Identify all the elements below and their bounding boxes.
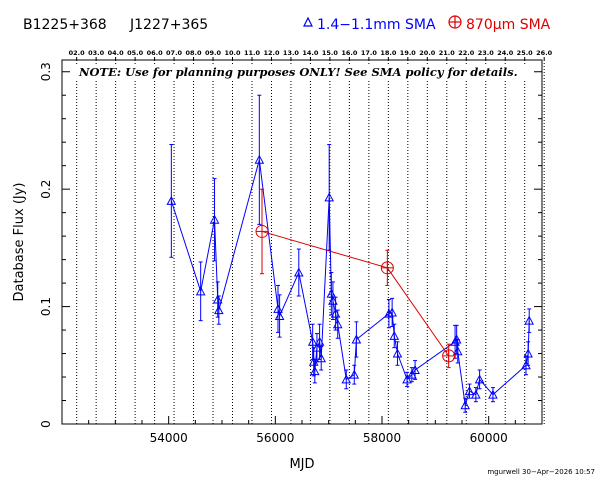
year-gridlines	[76, 60, 545, 424]
y-axis: 0 0.1 0.2 0.3	[39, 62, 542, 428]
top-tick-label: 08.0	[186, 49, 203, 57]
data-point	[312, 342, 322, 352]
data-point	[471, 389, 481, 399]
data-point	[314, 336, 325, 346]
planning-note: NOTE: Use for planning purposes ONLY! Se…	[78, 65, 518, 79]
legend-blue-label: 1.4−1.1mm SMA	[317, 17, 436, 33]
top-tick-label: 14.0	[302, 49, 319, 57]
y-tick-label: 0.1	[39, 297, 53, 316]
data-point	[212, 294, 223, 304]
top-tick-label: 10.0	[224, 49, 241, 57]
y-tick-label: 0.2	[39, 180, 53, 199]
data-point	[254, 154, 265, 164]
series-red	[255, 188, 456, 369]
x-axis-label: MJD	[289, 457, 314, 472]
top-tick-label: 15.0	[322, 49, 339, 57]
y-tick-label: 0.3	[39, 62, 53, 81]
x-axis: 54000 56000 58000 60000	[61, 416, 543, 445]
data-point	[307, 336, 318, 346]
data-point	[332, 319, 343, 329]
top-tick-label: 04.0	[108, 49, 125, 57]
data-point	[523, 348, 533, 358]
data-point	[209, 214, 220, 224]
data-point	[442, 349, 456, 363]
data-point	[166, 195, 177, 205]
data-point	[351, 334, 362, 344]
data-point	[384, 308, 394, 318]
data-point	[316, 353, 327, 363]
data-point	[402, 374, 412, 384]
data-point	[488, 389, 498, 399]
data-point	[309, 366, 320, 376]
series-line	[170, 159, 530, 406]
data-point	[387, 307, 397, 317]
data-point	[410, 364, 420, 374]
top-tick-label: 05.0	[127, 49, 144, 57]
data-point	[460, 400, 471, 410]
data-point	[349, 369, 360, 379]
top-tick-label: 02.0	[69, 49, 86, 57]
top-tick-label: 18.0	[380, 49, 397, 57]
source-name-1: B1225+368	[23, 17, 107, 33]
legend-circle-plus-icon	[448, 15, 462, 29]
data-point	[324, 192, 335, 202]
top-tick-label: 19.0	[400, 49, 417, 57]
data-point	[328, 295, 338, 305]
data-point	[474, 374, 485, 384]
chart-header: B1225+368 J1227+365 1.4−1.1mm SMA 870μm …	[23, 15, 551, 33]
top-tick-label: 03.0	[88, 49, 105, 57]
top-tick-label: 13.0	[283, 49, 300, 57]
x-tick-label: 54000	[150, 431, 188, 445]
top-tick-label: 09.0	[205, 49, 222, 57]
top-tick-label: 26.0	[536, 49, 553, 57]
data-point	[380, 261, 394, 275]
y-tick-label: 0	[39, 420, 53, 428]
top-tick-label: 22.0	[458, 49, 475, 57]
data-point	[274, 310, 285, 320]
footer-credit: mgurwell 30−Apr−2026 10:57	[487, 468, 595, 476]
y-axis-label: Database Flux (Jy)	[12, 183, 27, 302]
legend-red-label: 870μm SMA	[466, 17, 551, 33]
plot-frame	[61, 59, 543, 425]
data-point	[293, 267, 304, 277]
data-point	[255, 224, 269, 238]
data-point	[213, 305, 224, 315]
data-point	[452, 346, 463, 356]
data-point	[524, 315, 535, 325]
data-point	[195, 286, 206, 296]
data-series	[166, 94, 535, 413]
top-tick-label: 11.0	[244, 49, 261, 57]
data-point	[392, 348, 403, 358]
data-point	[389, 330, 400, 340]
top-tick-label: 12.0	[263, 49, 280, 57]
top-tick-label: 16.0	[341, 49, 358, 57]
series-blue	[166, 94, 535, 413]
top-tick-label: 23.0	[478, 49, 495, 57]
top-tick-label: 24.0	[497, 49, 514, 57]
source-name-2: J1227+365	[129, 17, 208, 33]
legend-triangle-icon	[303, 16, 313, 27]
note-background	[74, 64, 526, 80]
data-point	[464, 386, 475, 396]
top-tick-label: 25.0	[517, 49, 534, 57]
top-tick-label: 07.0	[166, 49, 183, 57]
top-tick-label: 06.0	[147, 49, 164, 57]
data-point	[407, 369, 417, 379]
top-year-axis: 02.0 03.0 04.0 05.0 06.0 07.0 08.0 09.0 10.0 11.0…	[69, 49, 553, 60]
x-tick-label: 56000	[256, 431, 294, 445]
top-tick-label: 20.0	[419, 49, 436, 57]
top-tick-label: 21.0	[439, 49, 456, 57]
x-tick-label: 60000	[470, 431, 508, 445]
x-tick-label: 58000	[363, 431, 401, 445]
data-point	[341, 374, 352, 384]
top-tick-label: 17.0	[361, 49, 378, 57]
